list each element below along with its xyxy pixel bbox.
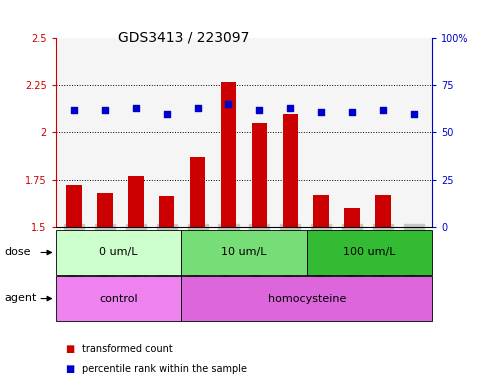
Text: control: control (99, 293, 138, 304)
Point (132, 105, 140, 111)
Bar (181, 276, 432, 321)
Point (379, 107, 387, 113)
Text: ■: ■ (65, 344, 74, 354)
Bar (159, 197, 174, 227)
Bar (56, 230, 181, 275)
Text: percentile rank within the sample: percentile rank within the sample (82, 364, 247, 374)
Point (256, 107, 263, 113)
Point (70, 107, 78, 113)
Text: 0 um/L: 0 um/L (99, 247, 138, 258)
Text: transformed count: transformed count (82, 344, 173, 354)
Text: dose: dose (5, 247, 31, 257)
Bar (221, 82, 236, 227)
Bar (307, 230, 432, 275)
Text: homocysteine: homocysteine (268, 293, 346, 304)
Point (225, 101, 232, 108)
Bar (97, 193, 113, 227)
Text: agent: agent (5, 293, 37, 303)
Bar (283, 114, 298, 227)
Point (410, 111, 418, 117)
Bar (375, 195, 391, 227)
Point (348, 109, 356, 115)
Point (101, 107, 109, 113)
Bar (344, 208, 360, 227)
Bar (181, 230, 307, 275)
Bar (252, 123, 267, 227)
Bar (66, 185, 82, 227)
Point (286, 105, 294, 111)
Text: 100 um/L: 100 um/L (343, 247, 396, 258)
Point (317, 109, 325, 115)
Point (163, 111, 170, 117)
Bar (190, 157, 205, 227)
Bar (313, 195, 329, 227)
Text: GDS3413 / 223097: GDS3413 / 223097 (118, 31, 249, 45)
Point (194, 105, 201, 111)
Bar (56, 276, 181, 321)
Text: ■: ■ (65, 364, 74, 374)
Bar (128, 176, 143, 227)
Text: 10 um/L: 10 um/L (221, 247, 267, 258)
